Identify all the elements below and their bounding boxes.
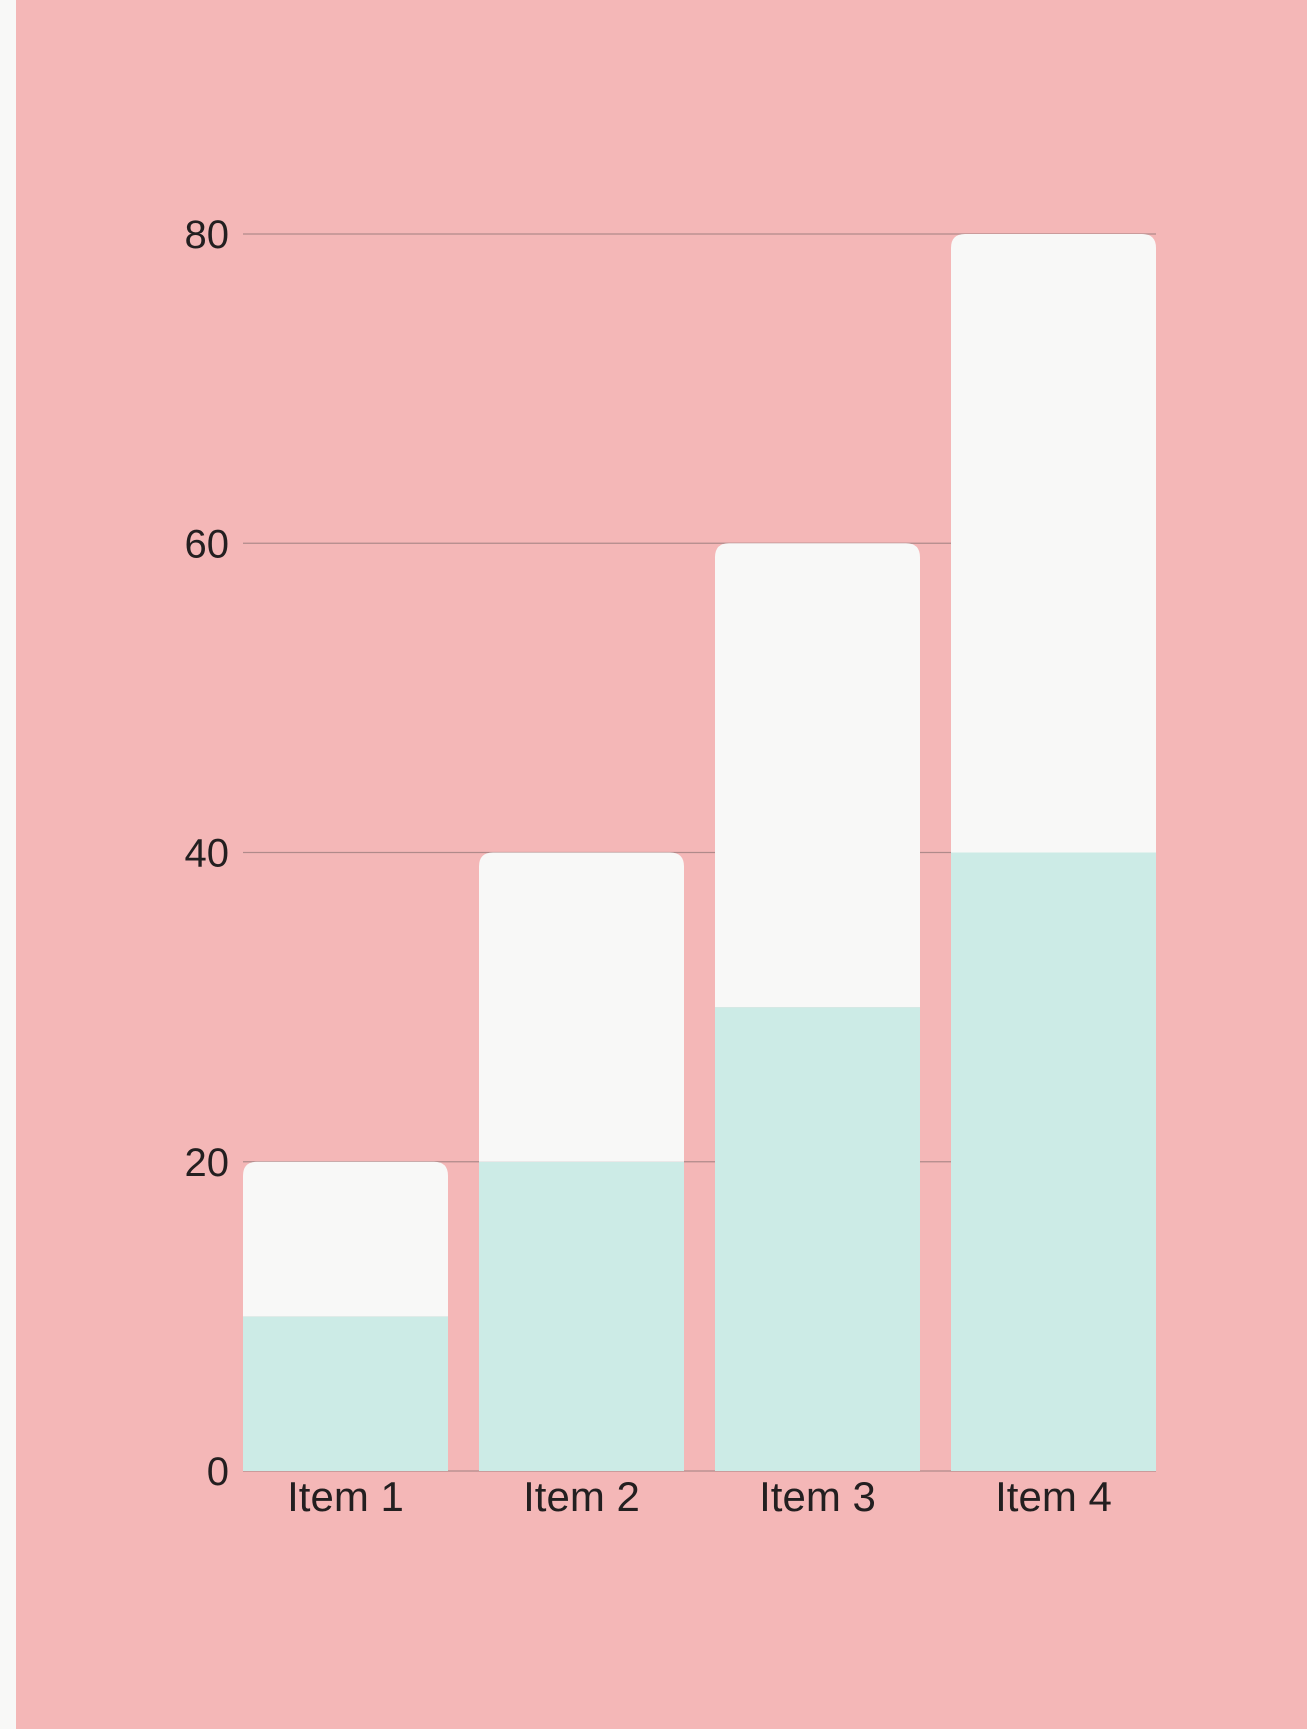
y-tick-label: 80 — [185, 213, 230, 257]
y-tick-label: 20 — [185, 1141, 230, 1185]
bar-segment-bottom-1 — [243, 1316, 448, 1471]
bar-segment-top-2 — [479, 852, 684, 1162]
y-tick-label: 60 — [185, 522, 230, 566]
bar-segment-top-4 — [951, 234, 1156, 853]
bar-segment-top-3 — [715, 543, 920, 1008]
x-category-label: Item 1 — [287, 1473, 404, 1520]
y-tick-label: 0 — [207, 1450, 229, 1494]
bar-segment-bottom-4 — [951, 852, 1156, 1471]
stacked-bar-chart: 0 20 40 60 80 Item 1 Item 2 Item 3 Item 4 — [185, 213, 1156, 1520]
bar-segment-top-1 — [243, 1161, 448, 1317]
bars — [243, 234, 1156, 1471]
x-category-label: Item 2 — [523, 1473, 640, 1520]
x-category-label: Item 4 — [995, 1473, 1112, 1520]
bar-segment-bottom-2 — [479, 1161, 684, 1471]
y-tick-label: 40 — [185, 832, 230, 876]
x-axis-labels: Item 1 Item 2 Item 3 Item 4 — [287, 1473, 1112, 1520]
x-category-label: Item 3 — [759, 1473, 876, 1520]
bar-segment-bottom-3 — [715, 1007, 920, 1471]
chart-panel: 0 20 40 60 80 Item 1 Item 2 Item 3 Item 4 — [16, 0, 1307, 1729]
y-axis-ticks: 0 20 40 60 80 — [185, 213, 230, 1494]
